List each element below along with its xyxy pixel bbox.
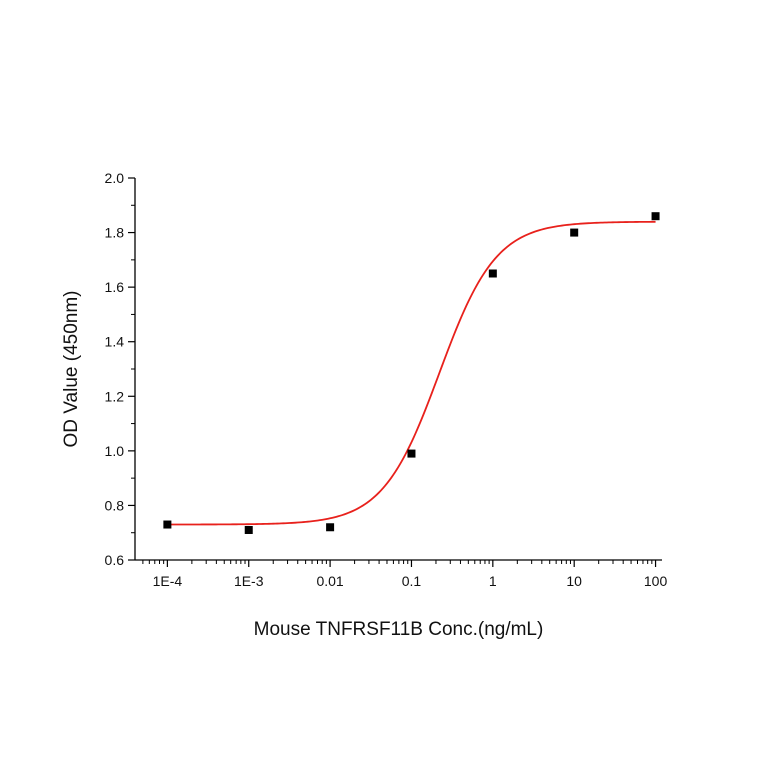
x-tick-label: 10 bbox=[566, 573, 582, 589]
x-axis-title: Mouse TNFRSF11B Conc.(ng/mL) bbox=[254, 619, 544, 640]
y-tick-label: 1.6 bbox=[105, 279, 125, 295]
x-tick-label: 0.01 bbox=[316, 573, 343, 589]
x-tick-label: 100 bbox=[644, 573, 668, 589]
data-point bbox=[326, 523, 335, 532]
axes: 0.6 0.8 1.0 1.2 1.4 1.6 1.8 2.0 1E-4 1E-3 0.01 0.1 1… bbox=[105, 170, 668, 589]
y-tick-label: 1.8 bbox=[105, 225, 125, 241]
y-tick-label: 0.6 bbox=[105, 552, 125, 568]
fit-layer bbox=[167, 220, 656, 526]
data-point bbox=[407, 449, 416, 458]
data-point bbox=[244, 525, 253, 534]
fit-curve bbox=[167, 220, 656, 526]
x-tick-label: 1E-3 bbox=[234, 573, 264, 589]
data-point bbox=[488, 269, 497, 278]
y-axis-title: OD Value (450nm) bbox=[61, 291, 82, 448]
data-point bbox=[570, 228, 579, 237]
x-tick-label: 1E-4 bbox=[153, 573, 183, 589]
x-tick-label: 0.1 bbox=[402, 573, 422, 589]
x-tick-label: 1 bbox=[489, 573, 497, 589]
y-tick-label: 1.0 bbox=[105, 443, 125, 459]
y-tick-label: 1.2 bbox=[105, 388, 125, 404]
y-tick-label: 2.0 bbox=[105, 170, 125, 186]
data-point bbox=[163, 520, 172, 529]
y-tick-label: 0.8 bbox=[105, 497, 125, 513]
data-points bbox=[163, 212, 660, 534]
y-tick-label: 1.4 bbox=[105, 334, 125, 350]
data-point bbox=[651, 212, 660, 221]
